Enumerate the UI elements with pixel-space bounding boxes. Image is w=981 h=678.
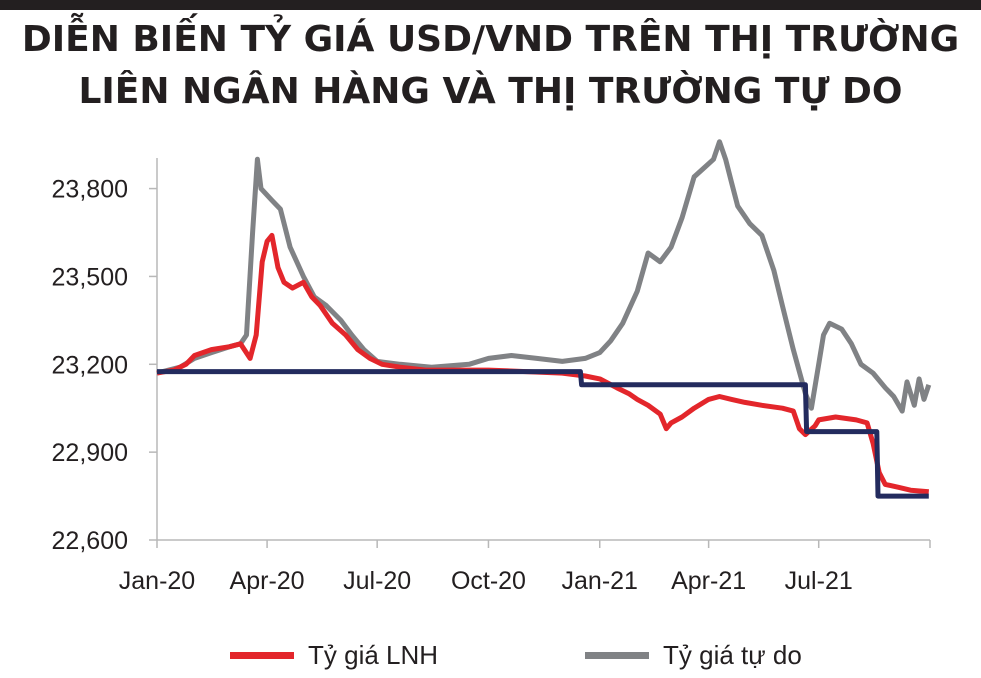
y-tick-label: 22,900 xyxy=(52,439,128,467)
x-tick-label: Apr-21 xyxy=(671,567,746,595)
legend-item-lnh: Tỷ giá LNH xyxy=(230,640,438,670)
x-tick-label: Jul-20 xyxy=(343,567,411,595)
legend-label-lnh: Tỷ giá LNH xyxy=(308,639,439,670)
legend-swatch-free-market xyxy=(585,651,649,659)
x-tick-label: Oct-20 xyxy=(451,567,526,595)
x-tick-label: Apr-20 xyxy=(230,567,305,595)
legend-label-free-market: Tỷ giá tự do xyxy=(663,639,802,670)
series-line-policy-rate xyxy=(157,369,929,499)
chart-title-line-2: LIÊN NGÂN HÀNG VÀ THỊ TRƯỜNG TỰ DO xyxy=(78,71,903,112)
x-tick-label: Jul-21 xyxy=(785,567,853,595)
legend-swatch-lnh xyxy=(230,651,294,659)
x-tick-label: Jan-20 xyxy=(119,567,195,595)
chart-title: DIỄN BIẾN TỶ GIÁ USD/VND TRÊN THỊ TRƯỜNG… xyxy=(0,14,981,118)
y-tick-label: 23,200 xyxy=(52,351,128,379)
y-tick-label: 23,500 xyxy=(52,263,128,291)
legend-item-free-market: Tỷ giá tự do xyxy=(585,640,802,670)
top-rule xyxy=(0,0,981,10)
y-tick-label: 22,600 xyxy=(52,527,128,555)
series-line-lnh xyxy=(156,232,930,495)
x-tick-label: Jan-21 xyxy=(562,567,638,595)
chart-title-line-1: DIỄN BIẾN TỶ GIÁ USD/VND TRÊN THỊ TRƯỜNG xyxy=(21,19,960,60)
y-tick-label: 23,800 xyxy=(52,176,128,204)
series-line-free-market xyxy=(156,139,932,414)
